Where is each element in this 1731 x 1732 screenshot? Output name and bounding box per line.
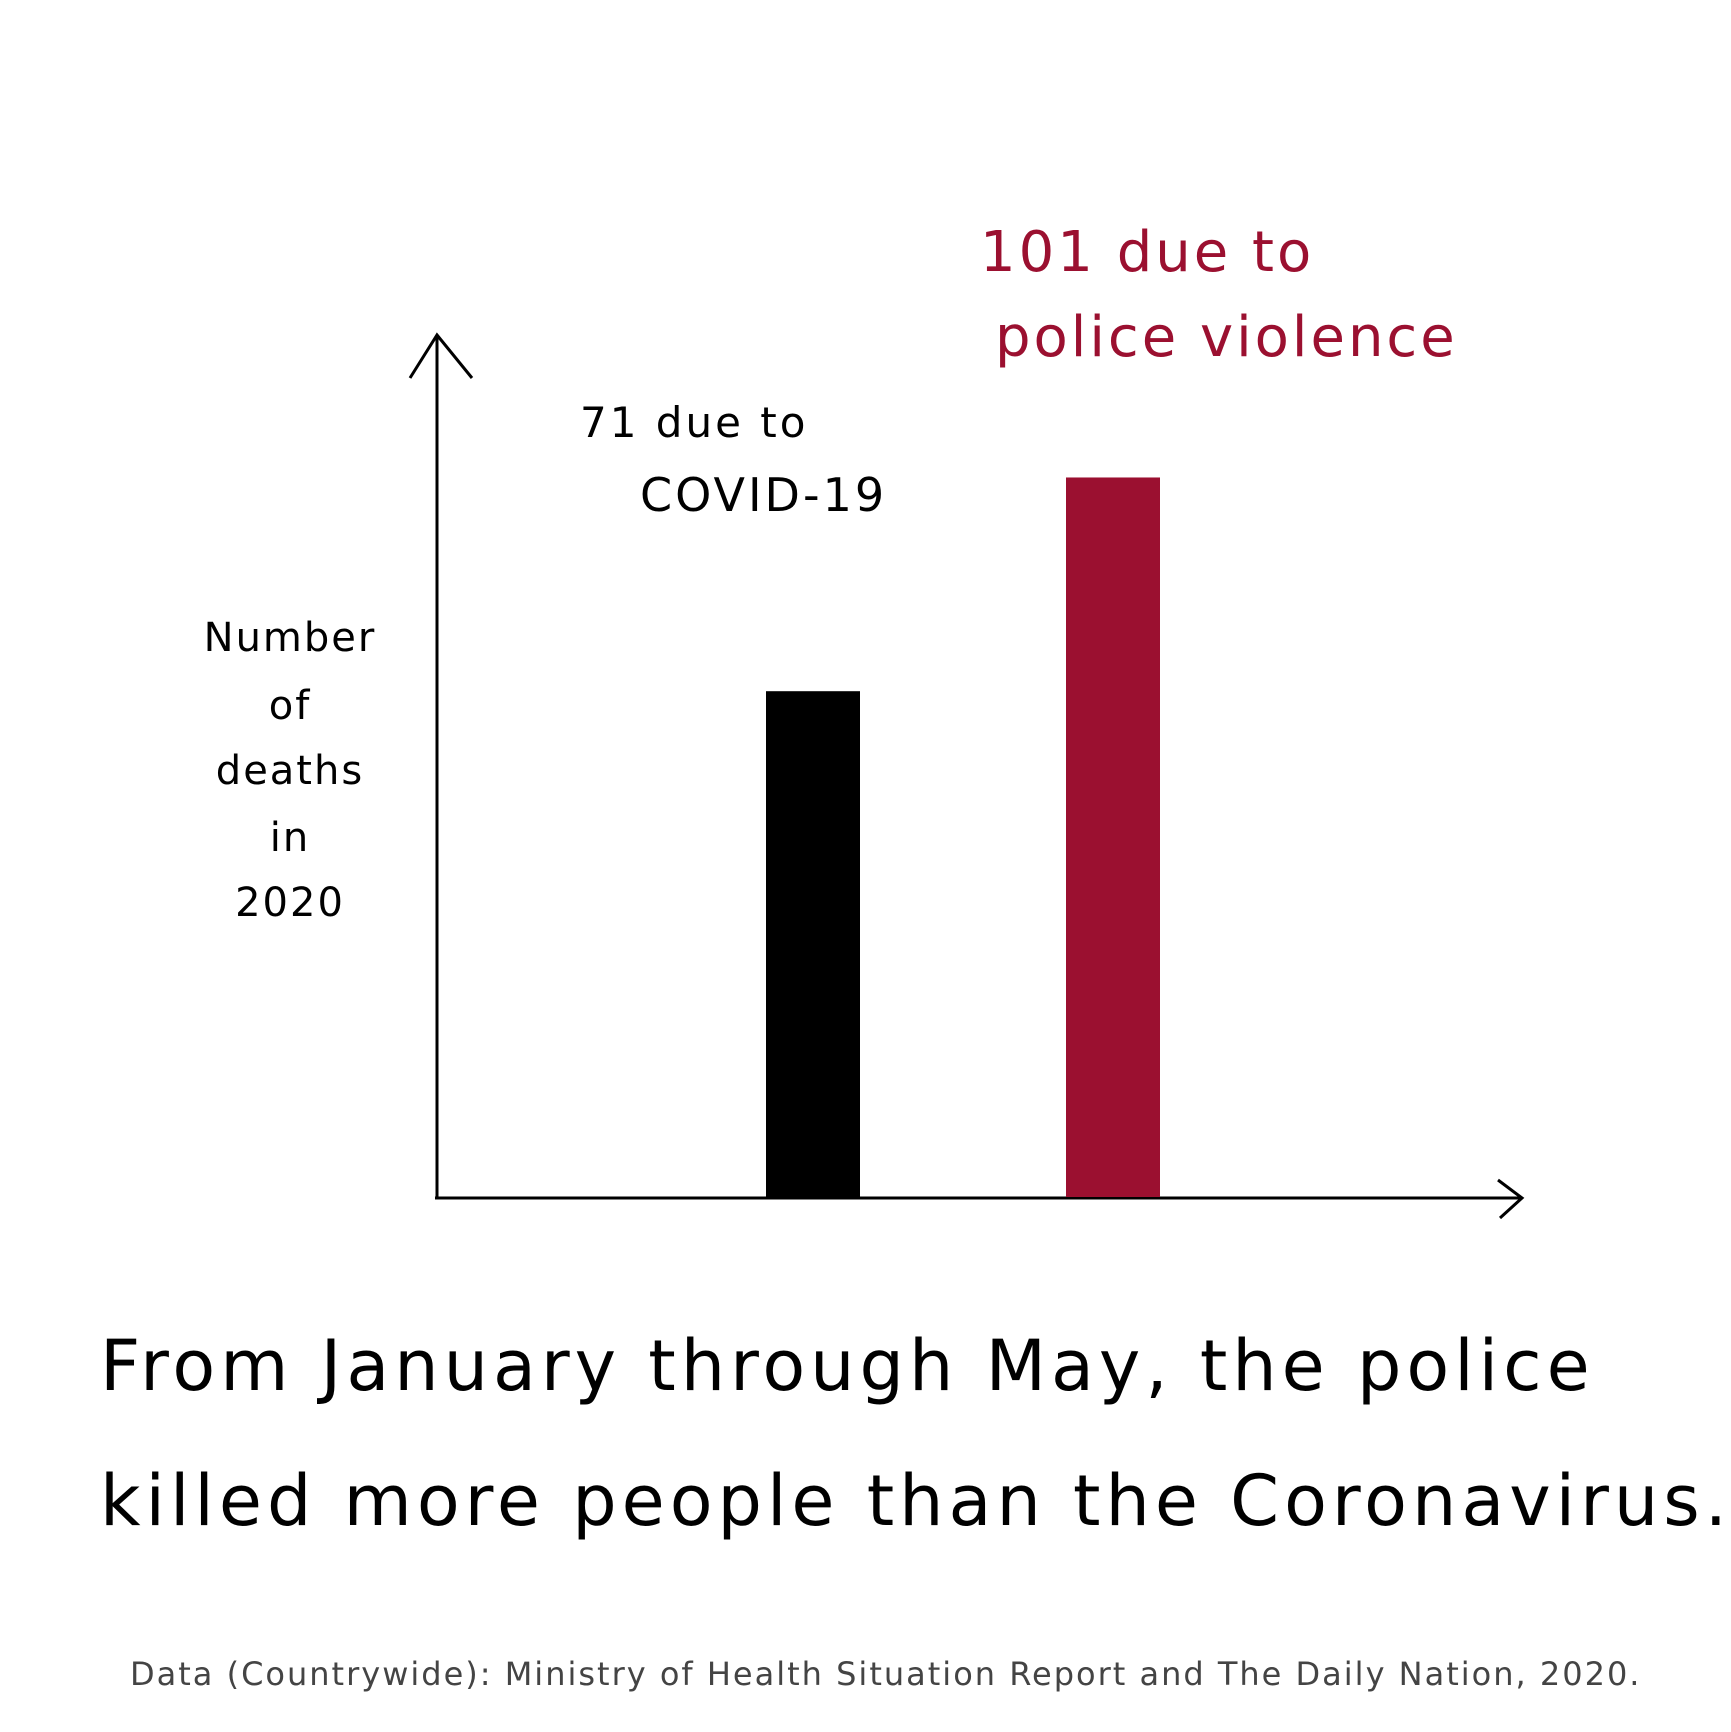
data-label-police-violence-value: 101 due to [980, 220, 1315, 285]
y-axis-label-line: Number [203, 615, 377, 661]
y-axis-label-line: of [268, 683, 312, 729]
bar-police-violence [1066, 477, 1160, 1197]
x-axis-arrowhead [1497, 1178, 1525, 1220]
y-axis-label-line: deaths [215, 748, 365, 794]
data-label-covid-19-category: COVID-19 [640, 468, 888, 522]
caption-line-1: From January through May, the police [100, 1325, 1595, 1407]
y-axis-label-line: in [269, 815, 311, 861]
source-note: Data (Countrywide): Ministry of Health S… [130, 1655, 1642, 1693]
bar-covid-19 [766, 691, 860, 1197]
data-label-covid-19-value: 71 due to [580, 398, 809, 447]
data-label-police-violence-category: police violence [995, 305, 1458, 370]
y-axis-arrowhead [408, 332, 474, 379]
caption-line-2: killed more people than the Coronavirus. [100, 1460, 1731, 1542]
y-axis-label-line: 2020 [235, 880, 345, 926]
